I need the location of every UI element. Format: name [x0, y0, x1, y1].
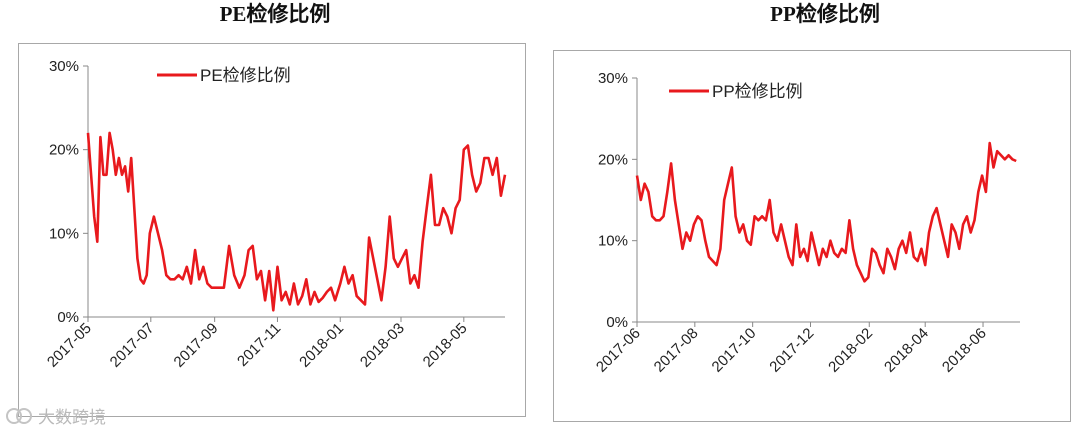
series-line: [86, 131, 507, 312]
x-tick-label: 2018-06: [939, 325, 990, 376]
legend-label: PE检修比例: [200, 66, 291, 85]
series-line: [635, 141, 1017, 283]
watermark-text: 大数跨境: [38, 407, 106, 428]
x-tick-label: 2017-08: [651, 325, 702, 376]
x-tick-label: 2017-11: [234, 320, 284, 370]
x-tick-label: 2017-12: [766, 325, 817, 376]
x-tick-label: 2018-04: [881, 325, 932, 376]
x-tick-label: 2017-07: [107, 320, 158, 371]
x-tick-label: 2018-01: [296, 320, 347, 371]
x-tick-label: 2017-05: [44, 320, 95, 371]
y-tick-label: 20%: [598, 151, 628, 168]
y-tick-label: 30%: [49, 58, 79, 75]
x-tick-label: 2018-05: [420, 320, 471, 371]
chart-title-pe: PE检修比例: [219, 2, 331, 26]
chart-panel-pe: 0% 10% 20% 30% 2017-05 2017-07 2017-09 2017-11 2…: [18, 43, 526, 417]
x-tick-label: 2017-06: [593, 325, 644, 376]
x-tick-label: 2017-09: [171, 320, 222, 371]
legend-label: PP检修比例: [712, 82, 803, 101]
chart-panel-pp: 0% 10% 20% 30% 2017-06 2017-08 2017-10 2017-12 2…: [553, 50, 1071, 422]
y-tick-label: 10%: [49, 225, 79, 242]
y-tick-label: 0%: [57, 309, 79, 326]
watermark-logo-icon: [6, 405, 32, 425]
y-tick-label: 0%: [606, 314, 628, 331]
chart-svg-pp: 0%10%20%30%2017-06 2017-08 2017-10 2017-12 2…: [593, 70, 1020, 376]
chart-title-pp: PP检修比例: [770, 2, 880, 26]
chart-svg-pe: 0%10%20%30%2017-05 2017-07 2017-09 2017-11 2…: [44, 58, 507, 371]
y-tick-label: 30%: [598, 70, 628, 87]
watermark: 大数跨境: [6, 402, 106, 428]
x-tick-label: 2018-02: [825, 325, 876, 376]
x-tick-label: 2017-10: [709, 325, 760, 376]
y-tick-label: 20%: [49, 142, 79, 159]
x-tick-label: 2018-03: [357, 320, 408, 371]
y-tick-label: 10%: [598, 233, 628, 250]
